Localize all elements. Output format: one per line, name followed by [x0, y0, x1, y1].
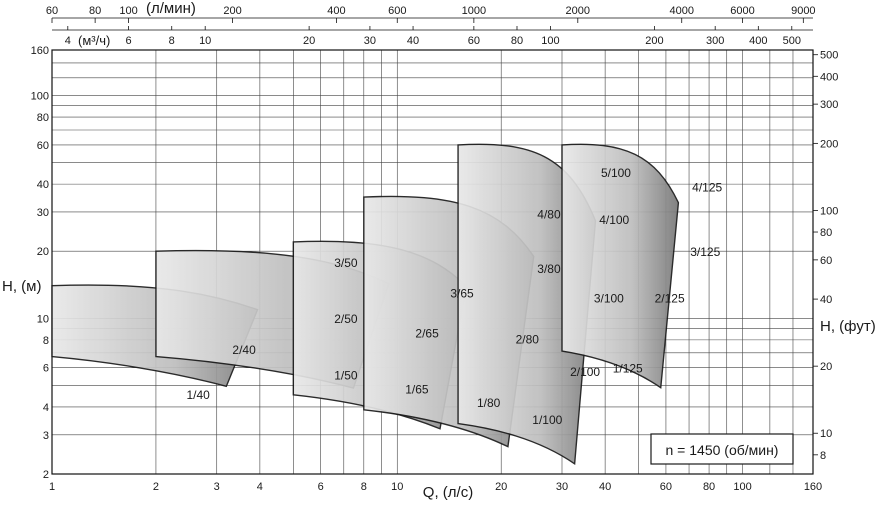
curve-label-4-125: 4/125: [692, 181, 722, 195]
m3h-tick-label: 6: [126, 35, 132, 47]
curve-label-1-125: 1/125: [613, 362, 643, 376]
lpm-tick-label: 100: [119, 5, 137, 17]
curve-label-1-100: 1/100: [532, 413, 562, 427]
ft-tick-label: 80: [820, 227, 832, 239]
m3h-tick-label: 30: [364, 35, 376, 47]
lpm-tick-label: 200: [223, 5, 241, 17]
plot-frame: [51, 49, 814, 475]
x-tick-label: 80: [703, 481, 715, 493]
x-tick-label: 2: [153, 481, 159, 493]
curve-label-3-50: 3/50: [334, 256, 358, 270]
m3h-tick-label: 10: [199, 35, 211, 47]
ft-tick-label: 10: [820, 428, 832, 440]
ft-tick-label: 300: [820, 99, 838, 111]
m3h-tick-label: 80: [511, 35, 523, 47]
y-tick-label: 8: [43, 335, 49, 347]
pump-field: [561, 143, 680, 389]
y-tick-label: 20: [37, 246, 49, 258]
y-tick-label: 2: [43, 469, 49, 481]
m3h-tick-label: 300: [706, 35, 724, 47]
x-tick-label: 100: [733, 481, 751, 493]
m3h-tick-label: 8: [169, 35, 175, 47]
x-tick-label: 6: [318, 481, 324, 493]
ft-tick-label: 400: [820, 71, 838, 83]
y-tick-label: 40: [37, 179, 49, 191]
x-tick-label: 20: [495, 481, 507, 493]
x-tick-label: 1: [49, 481, 55, 493]
y-tick-label: 3: [43, 430, 49, 442]
y-tick-label: 100: [31, 90, 49, 102]
curve-label-5-100: 5/100: [601, 166, 631, 180]
lpm-tick-label: 1000: [462, 5, 486, 17]
m3h-tick-label: 500: [783, 35, 801, 47]
y-tick-label: 10: [37, 313, 49, 325]
ft-tick-label: 8: [820, 450, 826, 462]
top-axis-lpm-title: (л/мин): [146, 0, 196, 17]
curve-label-2-80: 2/80: [516, 333, 540, 347]
m3h-tick-label: 60: [468, 35, 480, 47]
y-tick-label: 30: [37, 207, 49, 219]
x-tick-label: 4: [257, 481, 263, 493]
y-tick-label: 4: [43, 402, 49, 414]
y-tick-label: 6: [43, 363, 49, 375]
curve-label-2-40: 2/40: [232, 343, 256, 357]
lpm-tick-label: 4000: [669, 5, 693, 17]
x-tick-label: 10: [391, 481, 403, 493]
m3h-tick-label: 20: [303, 35, 315, 47]
lpm-tick-label: 9000: [791, 5, 815, 17]
m3h-tick-label: 400: [749, 35, 767, 47]
speed-box: [650, 433, 794, 465]
x-tick-label: 8: [361, 481, 367, 493]
ft-tick-label: 500: [820, 50, 838, 62]
lpm-tick-label: 600: [388, 5, 406, 17]
y-tick-label: 160: [31, 45, 49, 57]
x-tick-label: 3: [214, 481, 220, 493]
curve-labels: 1/40 2/40 1/50 2/50 3/50 1/65 2/65 3/65 1/80 2/80…: [186, 166, 722, 427]
curve-label-1-40: 1/40: [186, 388, 210, 402]
lpm-tick-label: 2000: [566, 5, 590, 17]
lpm-tick-label: 6000: [730, 5, 754, 17]
lpm-tick-label: 80: [89, 5, 101, 17]
curve-label-1-50: 1/50: [334, 369, 358, 383]
m3h-tick-label: 40: [407, 35, 419, 47]
y-axis-title: H, (м): [2, 278, 41, 295]
lpm-tick-label: 400: [327, 5, 345, 17]
curve-label-4-80: 4/80: [537, 208, 561, 222]
y-axis-right-title: H, (фут): [820, 318, 876, 335]
x-tick-label: 30: [556, 481, 568, 493]
ft-tick-label: 40: [820, 294, 832, 306]
curve-label-4-100: 4/100: [599, 213, 629, 227]
y-tick-label: 80: [37, 112, 49, 124]
curve-label-2-100: 2/100: [570, 365, 600, 379]
curve-label-2-65: 2/65: [415, 326, 439, 340]
ft-tick-label: 20: [820, 361, 832, 373]
curve-label-1-65: 1/65: [405, 382, 429, 396]
curve-label-3-125: 3/125: [690, 245, 720, 259]
curve-label-1-80: 1/80: [477, 396, 501, 410]
axes: 1 2 3 4 6 8 10 20 30 40 60 80 100 1602346810203040608…: [31, 5, 839, 493]
y-tick-label: 60: [37, 140, 49, 152]
x-axis-title: Q, (л/с): [423, 484, 473, 501]
speed-note: n = 1450 (об/мин): [666, 442, 779, 458]
lpm-tick-label: 60: [46, 5, 58, 17]
x-tick-label: 40: [599, 481, 611, 493]
m3h-tick-label: 100: [541, 35, 559, 47]
curve-label-3-80: 3/80: [537, 262, 561, 276]
curve-label-3-65: 3/65: [450, 286, 474, 300]
curve-label-2-125: 2/125: [655, 291, 685, 305]
curve-label-3-100: 3/100: [594, 291, 624, 305]
x-tick-label: 60: [660, 481, 672, 493]
pump-fields: [51, 143, 680, 466]
x-tick-label: 160: [804, 481, 822, 493]
curve-label-2-50: 2/50: [334, 312, 358, 326]
ft-tick-label: 200: [820, 138, 838, 150]
m3h-tick-label: 200: [645, 35, 663, 47]
ft-tick-label: 60: [820, 255, 832, 267]
m3h-tick-label: 4: [65, 35, 71, 47]
ft-tick-label: 100: [820, 205, 838, 217]
top-axis-m3h-title: (м³/ч): [78, 33, 110, 48]
